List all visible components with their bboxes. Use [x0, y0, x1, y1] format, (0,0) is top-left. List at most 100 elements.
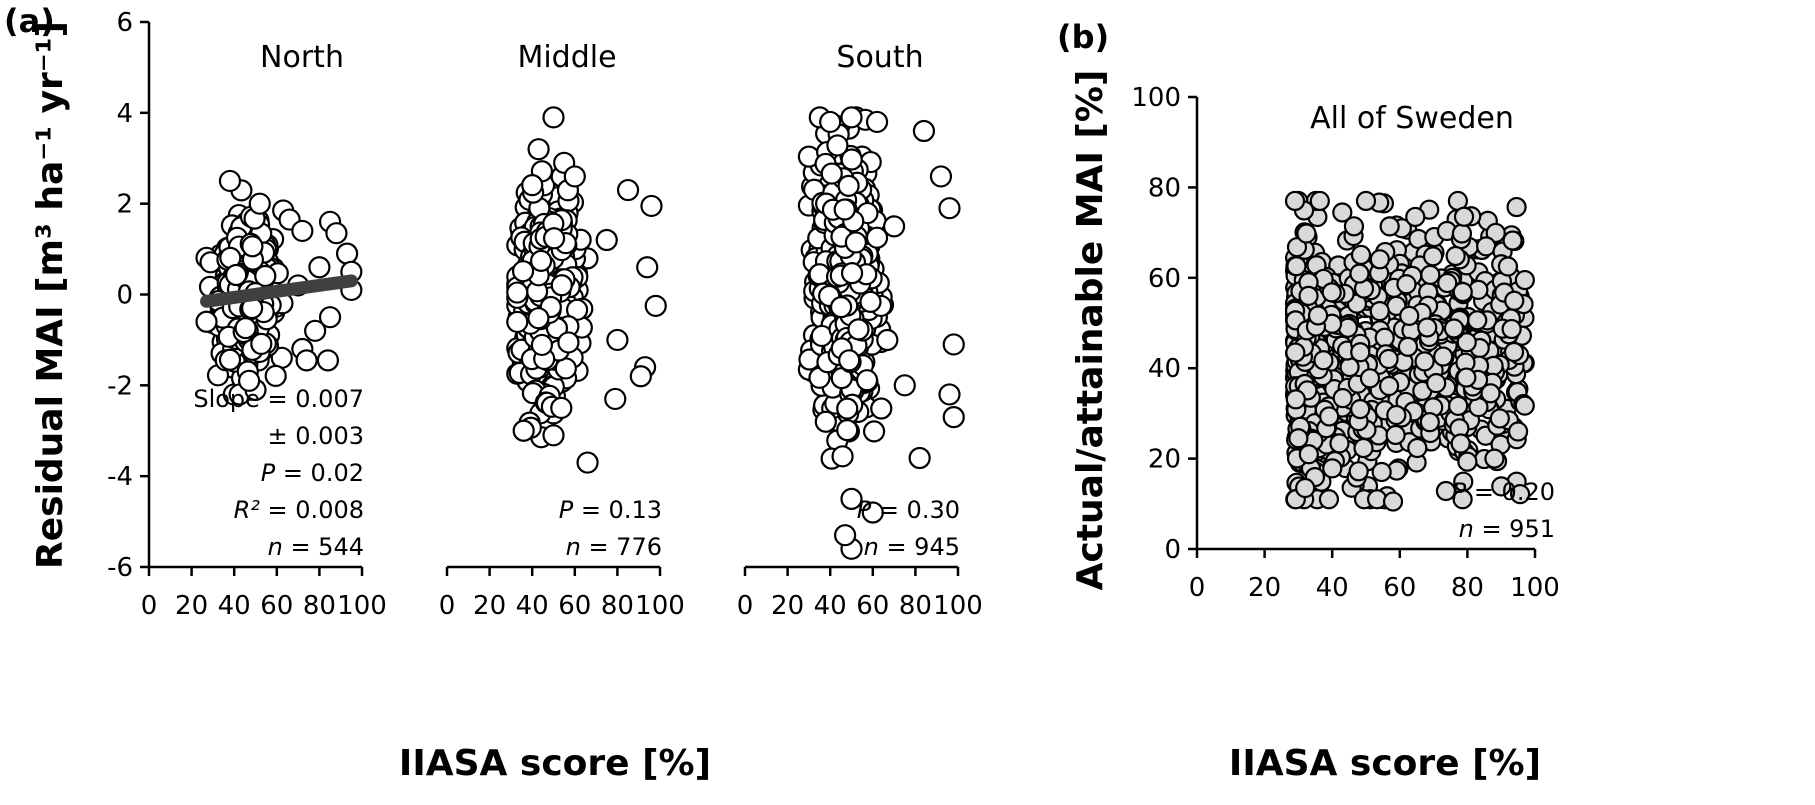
panel-a-label: (a) — [4, 2, 55, 40]
data-point — [291, 219, 314, 243]
x-tick-label: 40 — [218, 591, 251, 621]
x-tick-label: 80 — [601, 591, 634, 621]
data-point — [1329, 433, 1350, 454]
data-point — [1514, 269, 1535, 291]
data-point — [1407, 437, 1428, 459]
data-point — [527, 307, 550, 330]
y-tick-label: 40 — [1148, 354, 1181, 384]
x-tick-label: 80 — [1451, 573, 1484, 603]
data-point — [1445, 245, 1466, 267]
data-point — [1433, 346, 1454, 367]
data-point — [1501, 318, 1522, 340]
x-tick-label: 40 — [814, 591, 847, 621]
data-point — [826, 134, 849, 157]
data-point — [218, 348, 242, 371]
data-point — [1350, 342, 1371, 363]
data-point — [942, 406, 965, 429]
data-point — [530, 333, 554, 357]
data-point — [882, 215, 906, 238]
data-point — [1379, 375, 1400, 397]
data-point — [938, 197, 961, 220]
data-point — [840, 262, 864, 285]
data-point — [1298, 285, 1319, 306]
y-tick-label: -6 — [107, 553, 133, 583]
data-point — [912, 119, 936, 143]
data-point — [1514, 395, 1535, 416]
data-point — [1378, 348, 1399, 370]
data-point — [557, 331, 580, 354]
data-points — [1284, 190, 1535, 512]
stat-annotation: Slope = 0.007 — [193, 385, 364, 413]
data-point — [929, 165, 953, 188]
stat-annotation: P = 0.20 — [1452, 478, 1555, 506]
data-point — [1355, 190, 1377, 212]
stat-annotation: n = 951 — [1459, 515, 1555, 543]
scatter-panel-all-of-sweden: 0 20 40 60 80 100 0 20 40 60 80 100 All of Sweden P =… — [1131, 83, 1559, 603]
data-points — [797, 106, 965, 560]
data-point — [942, 333, 965, 356]
data-points — [195, 169, 363, 406]
x-tick-label: 0 — [141, 591, 158, 621]
data-point — [1313, 350, 1334, 371]
data-point — [542, 227, 566, 250]
panel-title: Middle — [517, 40, 616, 75]
stat-annotation: ± 0.003 — [268, 422, 364, 450]
stat-annotation: R² = 0.008 — [234, 496, 364, 524]
data-point — [1379, 216, 1400, 237]
data-point — [1332, 388, 1353, 409]
data-point — [308, 256, 331, 279]
data-point — [1285, 342, 1306, 363]
x-tick-label: 40 — [516, 591, 549, 621]
data-point — [1369, 301, 1390, 322]
x-tick-label: 60 — [558, 591, 591, 621]
data-point — [847, 318, 870, 341]
data-point — [840, 106, 863, 129]
data-point — [1506, 196, 1527, 218]
scatter-panel-south: 0 20 40 60 80 100 South P = 0.30 n = 945 — [737, 40, 983, 621]
y-tick-label: 20 — [1148, 445, 1181, 475]
data-point — [1374, 327, 1395, 348]
data-point — [1467, 310, 1488, 331]
data-point — [512, 419, 535, 442]
data-point — [1369, 249, 1390, 270]
panel-title: All of Sweden — [1310, 101, 1514, 136]
data-point — [644, 294, 667, 317]
stat-annotation: P = 0.02 — [261, 459, 364, 487]
data-point — [1484, 448, 1505, 469]
data-point — [1288, 428, 1309, 449]
data-point — [1385, 424, 1406, 446]
x-tick-label: 80 — [899, 591, 932, 621]
data-point — [1448, 395, 1469, 416]
data-point — [1426, 373, 1447, 394]
x-tick-label: 60 — [260, 591, 293, 621]
x-tick-label: 40 — [1316, 573, 1349, 603]
x-tick-label: 60 — [1383, 573, 1416, 603]
stat-annotation: n = 776 — [566, 533, 662, 561]
data-point — [1476, 236, 1497, 257]
data-point — [304, 319, 327, 342]
data-point — [819, 110, 842, 134]
scatter-panel-middle: 0 20 40 60 80 100 Middle P = 0.13 n = 776 — [439, 40, 685, 621]
data-point — [834, 524, 857, 547]
data-point — [1359, 368, 1381, 389]
stat-annotation: n = 945 — [864, 533, 960, 561]
data-point — [238, 369, 261, 392]
data-point — [938, 383, 961, 406]
stat-annotation: n = 544 — [268, 533, 364, 561]
data-point — [870, 397, 893, 420]
data-point — [876, 328, 899, 352]
data-point — [506, 310, 529, 334]
data-point — [1353, 437, 1374, 459]
data-point — [1453, 206, 1475, 227]
x-tick-label: 20 — [771, 591, 804, 621]
y-tick-label: 4 — [116, 99, 133, 129]
panel-b-label: (b) — [1057, 18, 1109, 56]
data-point — [195, 310, 218, 333]
data-point — [1405, 206, 1426, 228]
trend-line — [200, 274, 358, 308]
data-point — [833, 198, 856, 221]
y-tick-label: 0 — [116, 281, 133, 311]
data-point — [1318, 489, 1340, 510]
data-point — [1397, 336, 1419, 357]
data-point — [511, 260, 535, 283]
